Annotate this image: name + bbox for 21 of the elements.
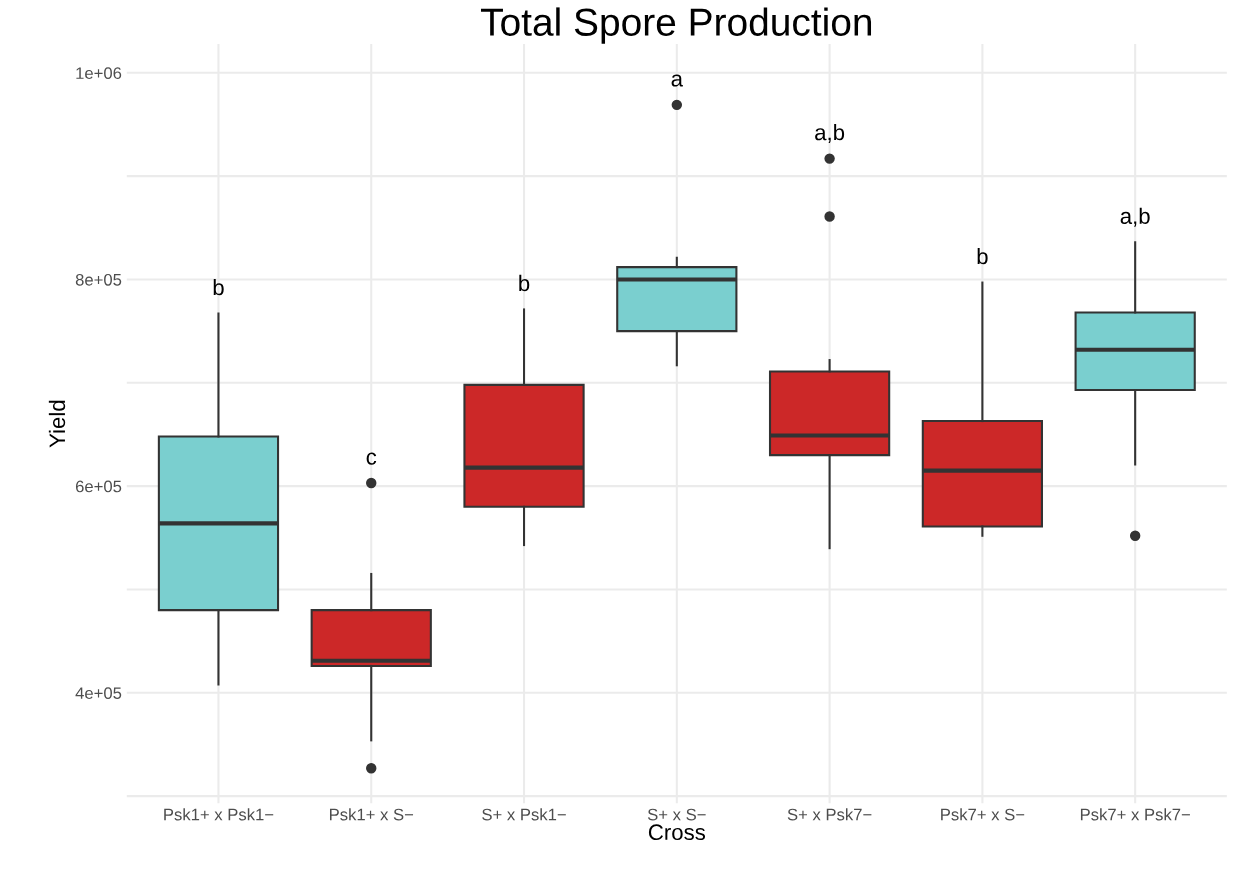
x-tick-label: Psk1+ x Psk1−: [164, 808, 274, 821]
x-tick-label: S+ x S−: [647, 808, 706, 821]
annotation: b: [213, 278, 224, 296]
x-tick-label: Psk7+ x Psk7−: [1080, 808, 1190, 821]
annotation: b: [519, 274, 530, 292]
x-tick-label: Psk7+ x S−: [941, 808, 1025, 821]
x-tick-label: Psk1+ x S−: [329, 808, 414, 821]
y-tick-label: 4e+05: [75, 687, 122, 700]
y-axis-title: Yield: [48, 400, 66, 448]
annotation: a,b: [815, 123, 845, 143]
y-tick-label: 6e+05: [75, 480, 122, 493]
x-tick-label: S+ x Psk1−: [482, 808, 566, 821]
y-tick-label: 1e+06: [76, 67, 122, 80]
annotation: c: [366, 452, 377, 465]
annotation: a,b: [1120, 207, 1150, 227]
chart-title: Total Spore Production: [480, 7, 872, 44]
x-tick-label: S+ x Psk7−: [787, 808, 872, 821]
annotation: b: [977, 247, 988, 265]
y-tick-label: 8e+05: [75, 273, 122, 286]
x-axis-title: Cross: [648, 824, 706, 841]
annotation: a: [671, 74, 683, 87]
